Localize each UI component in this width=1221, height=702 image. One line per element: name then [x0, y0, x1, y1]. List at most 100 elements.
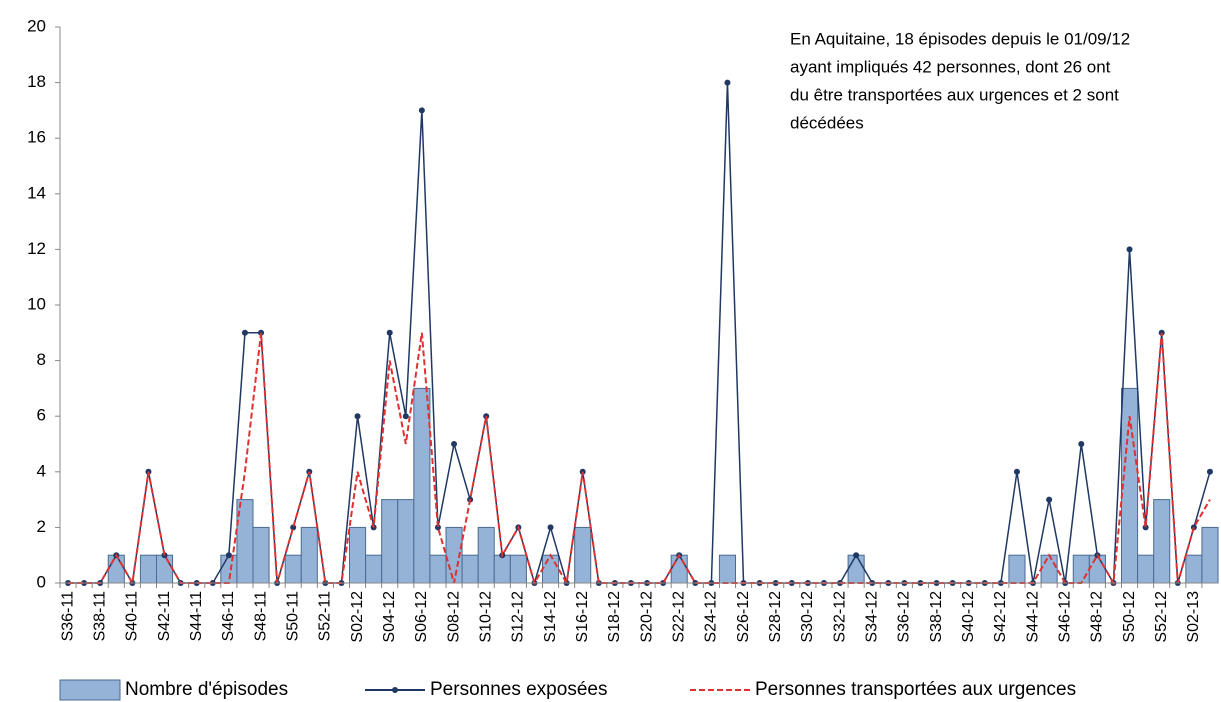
legend-swatch — [59, 679, 121, 701]
x-tick-label: S16-12 — [574, 591, 591, 643]
bar — [1201, 526, 1219, 584]
annotation: ayant impliqués 42 personnes, dont 26 on… — [790, 57, 1111, 76]
bar — [139, 554, 158, 584]
bar — [1153, 499, 1171, 584]
bar — [542, 554, 560, 584]
bar — [1008, 554, 1026, 584]
y-tick-label: 4 — [37, 461, 46, 480]
x-tick-label: S50-11 — [284, 591, 301, 642]
bar — [1185, 554, 1203, 584]
point — [241, 329, 248, 336]
point — [451, 441, 458, 447]
x-tick-label: S38-12 — [928, 591, 945, 643]
x-tick-label: S06-12 — [413, 591, 430, 643]
y-tick-label: 14 — [27, 183, 46, 202]
bar — [1137, 554, 1155, 584]
point — [1126, 246, 1133, 253]
x-tick-label: S34-12 — [863, 591, 880, 643]
x-tick-label: S50-12 — [1121, 591, 1138, 643]
point — [1013, 468, 1020, 475]
y-tick-label: 16 — [27, 128, 46, 147]
point — [354, 413, 361, 420]
y-tick-label: 12 — [27, 239, 46, 258]
x-tick-label: S46-11 — [220, 591, 237, 642]
legend-label: Nombre d'épisodes — [125, 679, 288, 700]
bar — [718, 554, 737, 584]
x-tick-label: S42-12 — [992, 591, 1009, 643]
bar — [509, 554, 527, 584]
x-tick-label: S48-12 — [1089, 591, 1106, 643]
bar — [493, 554, 511, 584]
bar — [156, 554, 174, 584]
point — [1078, 441, 1085, 447]
point — [402, 413, 409, 420]
legend-label: Personnes exposées — [430, 679, 607, 700]
y-tick-label: 0 — [37, 572, 46, 591]
x-tick-label: S12-12 — [510, 591, 527, 643]
x-tick-label: S30-12 — [799, 591, 816, 643]
point — [225, 552, 232, 559]
x-tick-label: S10-12 — [477, 591, 494, 643]
x-tick-label: S38-11 — [91, 591, 108, 642]
legend-label: Personnes transportées aux urgences — [755, 679, 1076, 700]
y-tick-label: 10 — [27, 294, 46, 313]
x-tick-label: S24-12 — [703, 591, 720, 643]
x-tick-label: S02-13 — [1185, 591, 1202, 643]
x-tick-label: S42-11 — [156, 591, 173, 642]
bar — [365, 554, 383, 584]
bar — [252, 526, 270, 584]
x-tick-label: S36-11 — [59, 591, 76, 642]
x-tick-label: S46-12 — [1056, 591, 1073, 643]
bar — [461, 554, 479, 584]
x-tick-label: S52-12 — [1153, 591, 1170, 643]
bar — [107, 554, 125, 584]
point — [418, 107, 425, 114]
x-tick-label: S22-12 — [670, 591, 687, 643]
annotation: décédées — [790, 113, 864, 132]
point — [1142, 524, 1149, 531]
point — [853, 552, 860, 559]
x-tick-label: S52-11 — [317, 591, 334, 642]
x-tick-label: S32-12 — [831, 591, 848, 643]
y-tick-label: 6 — [37, 406, 46, 425]
bar — [300, 526, 318, 584]
bar — [477, 526, 495, 584]
point — [1206, 468, 1213, 475]
x-tick-label: S44-11 — [188, 591, 205, 642]
x-tick-label: S36-12 — [896, 591, 913, 643]
x-tick-label: S20-12 — [638, 591, 655, 643]
x-tick-label: S02-12 — [349, 591, 366, 643]
bar — [413, 387, 431, 584]
y-tick-label: 20 — [27, 16, 46, 35]
x-tick-label: S48-11 — [252, 591, 269, 642]
bar — [284, 554, 302, 584]
bar — [574, 526, 592, 584]
x-tick-label: S26-12 — [735, 591, 752, 643]
point — [547, 524, 554, 531]
y-tick-label: 2 — [37, 517, 46, 536]
point — [386, 329, 393, 336]
point — [724, 79, 731, 86]
bar — [1088, 554, 1106, 584]
bar — [429, 554, 447, 584]
bar — [381, 499, 399, 584]
x-tick-label: S40-12 — [960, 591, 977, 643]
legend-marker — [392, 687, 398, 693]
y-tick-label: 18 — [27, 72, 46, 91]
x-tick-label: S28-12 — [767, 591, 784, 643]
annotation: En Aquitaine, 18 épisodes depuis le 01/0… — [790, 29, 1130, 48]
bar — [349, 526, 367, 584]
x-tick-label: S14-12 — [542, 591, 559, 643]
x-tick-label: S08-12 — [445, 591, 462, 643]
bar — [670, 554, 688, 584]
annotation: du être transportées aux urgences et 2 s… — [790, 85, 1119, 104]
bar — [847, 554, 865, 584]
point — [1046, 496, 1053, 503]
x-tick-label: S40-11 — [124, 591, 141, 642]
bar — [397, 499, 415, 584]
x-tick-label: S18-12 — [606, 591, 623, 643]
point — [290, 524, 297, 531]
bar — [1040, 554, 1058, 584]
x-tick-label: S44-12 — [1024, 591, 1041, 643]
